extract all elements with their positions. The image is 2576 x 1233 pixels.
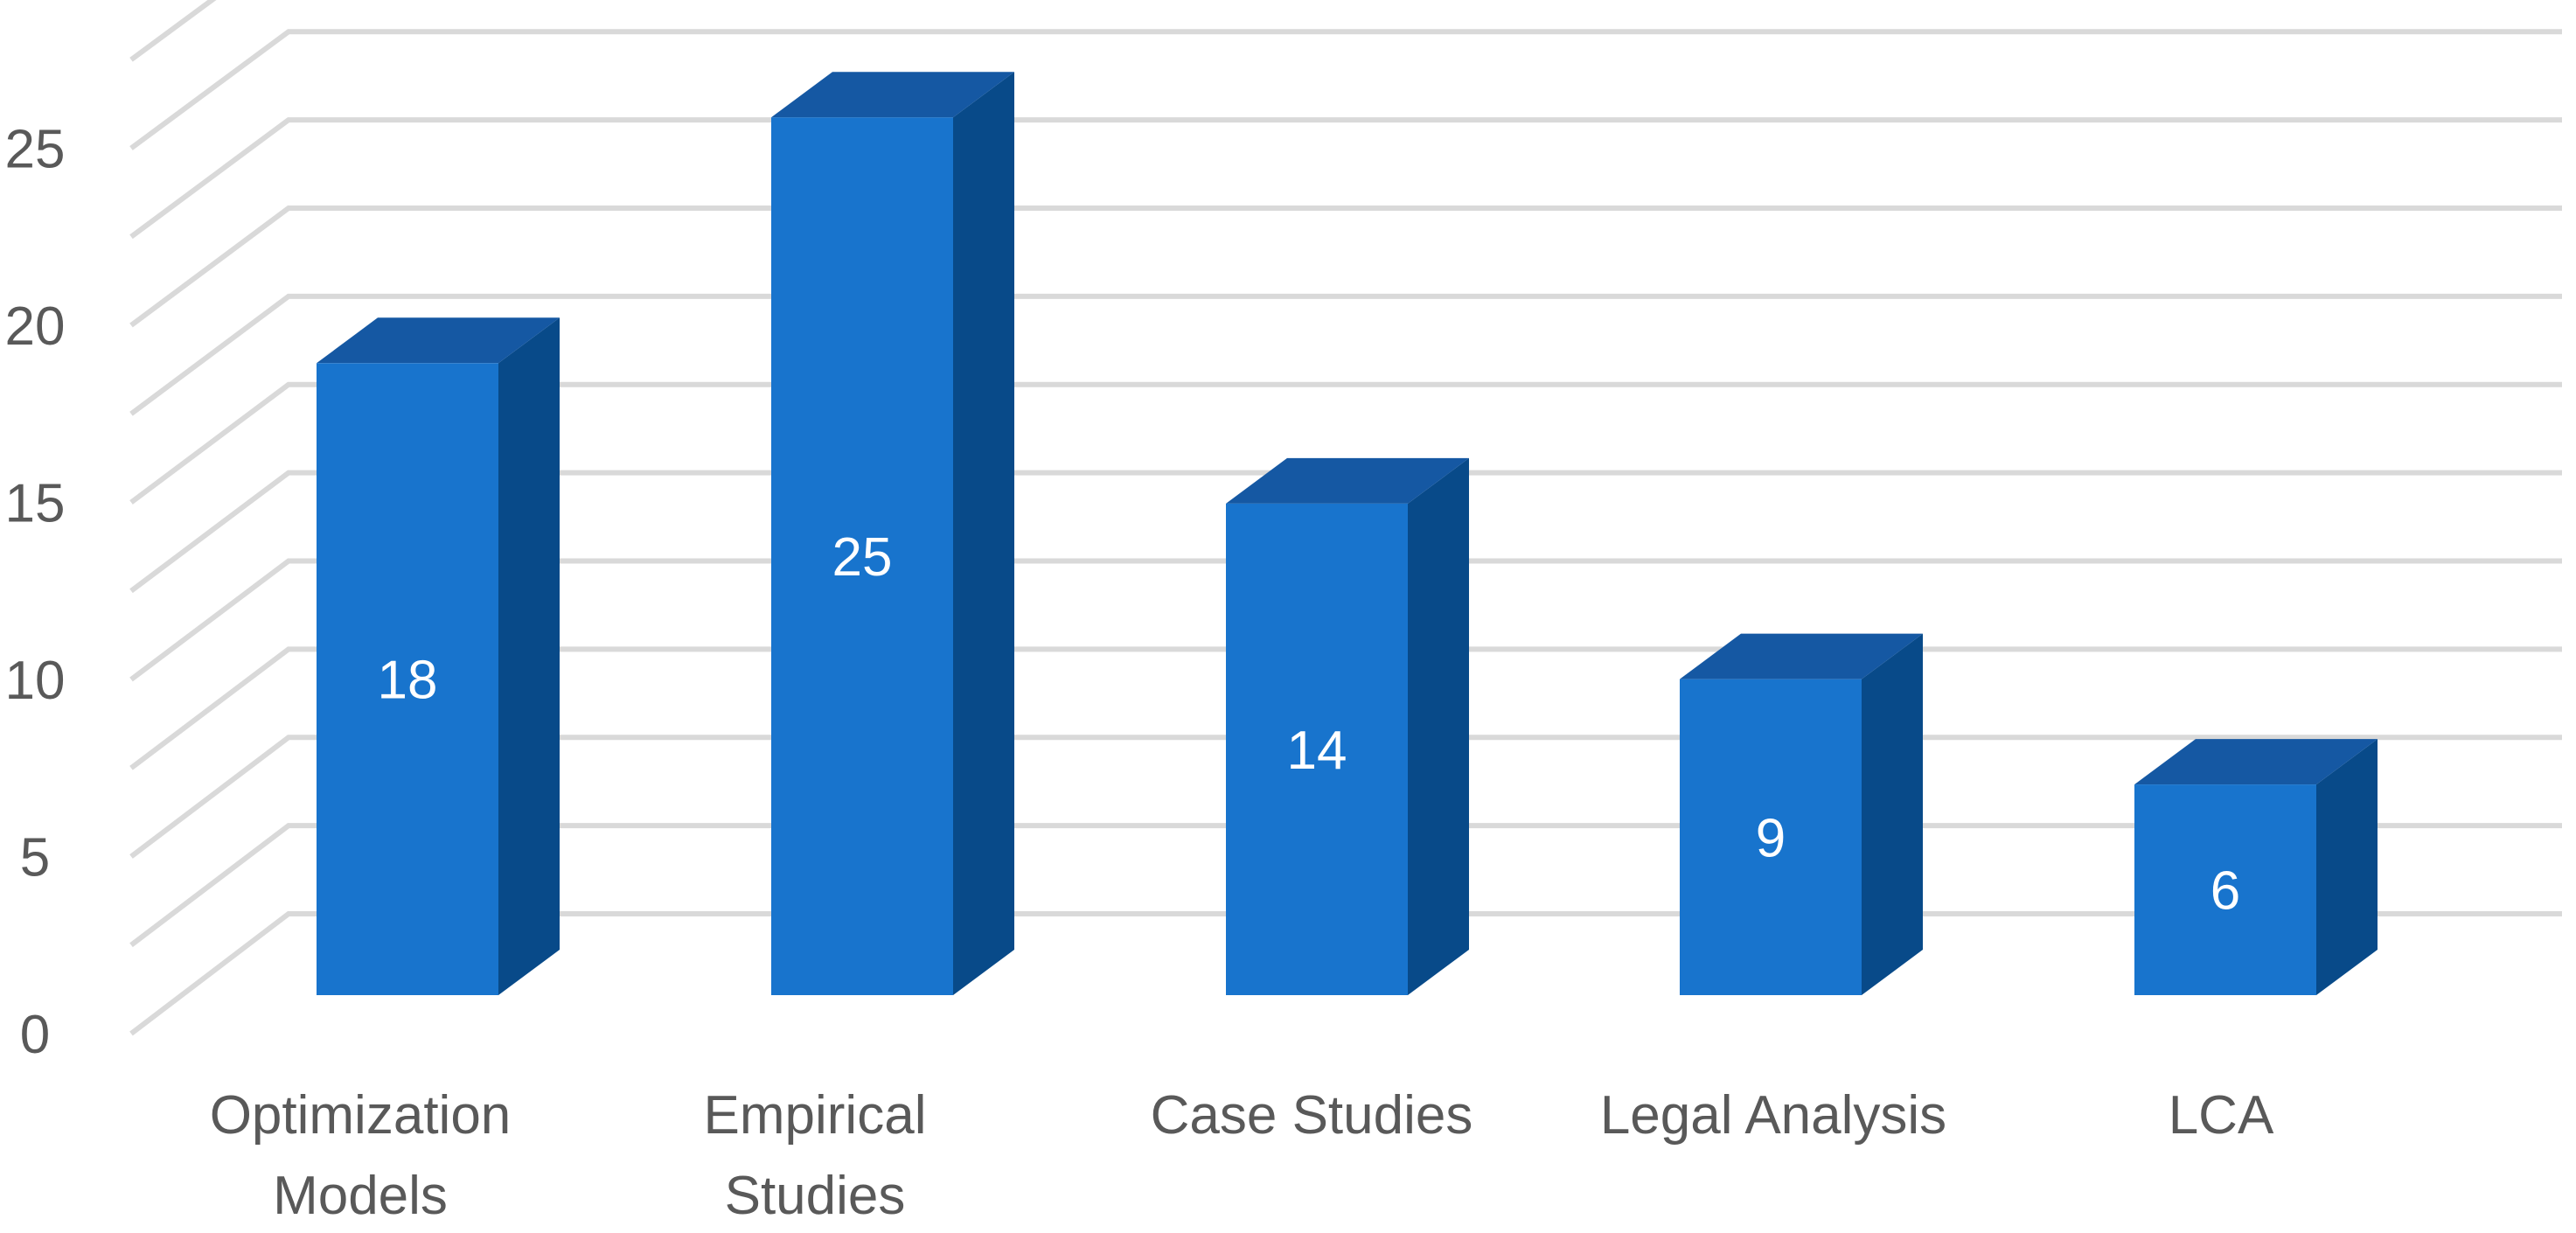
y-axis-ticks: 0 5 10 15 20 25 bbox=[5, 120, 66, 1066]
bar-top bbox=[317, 317, 560, 364]
x-category-label: Case Studies bbox=[1151, 1085, 1473, 1146]
x-category-line: Studies bbox=[725, 1166, 906, 1226]
x-category-line: Legal Analysis bbox=[1600, 1085, 1946, 1146]
bar-0: 18 bbox=[317, 317, 560, 995]
y-tick-label: 5 bbox=[20, 828, 50, 888]
bar-top bbox=[771, 72, 1014, 118]
bar-side bbox=[1408, 457, 1469, 995]
y-tick-label: 0 bbox=[20, 1005, 50, 1065]
gridline bbox=[129, 206, 2562, 328]
x-category-line: Optimization bbox=[210, 1085, 512, 1146]
data-label: 9 bbox=[1756, 808, 1786, 868]
bar-front bbox=[771, 117, 953, 995]
gridline bbox=[129, 470, 2562, 594]
bar-top bbox=[1680, 633, 1923, 679]
bars: 18 25 14 9 6 bbox=[317, 72, 2378, 995]
x-category-line: Case Studies bbox=[1151, 1085, 1473, 1146]
x-category-label: LCA bbox=[2169, 1085, 2274, 1146]
y-tick-label: 15 bbox=[5, 474, 66, 534]
bar-front bbox=[1226, 503, 1408, 995]
y-tick-label: 25 bbox=[5, 120, 66, 180]
data-label: 6 bbox=[2210, 861, 2240, 922]
x-category-line: LCA bbox=[2169, 1085, 2274, 1146]
x-category-line: Models bbox=[273, 1166, 448, 1226]
x-category-label: Legal Analysis bbox=[1600, 1085, 1946, 1146]
bar-front bbox=[1680, 679, 1862, 995]
data-label: 14 bbox=[1287, 721, 1347, 781]
bar-top bbox=[2134, 739, 2378, 785]
bar-front bbox=[317, 363, 498, 995]
bar-top bbox=[1226, 457, 1469, 504]
bar-4: 6 bbox=[2134, 739, 2378, 995]
gridline bbox=[129, 0, 217, 62]
y-tick-label: 10 bbox=[5, 651, 66, 711]
x-category-label: Empirical Studies bbox=[704, 1085, 927, 1226]
y-tick-label: 20 bbox=[5, 296, 66, 357]
data-label: 25 bbox=[832, 527, 893, 588]
gridlines bbox=[129, 0, 2562, 1036]
gridline bbox=[129, 293, 2562, 416]
bar-side bbox=[953, 72, 1014, 995]
gridline bbox=[129, 117, 2562, 240]
x-category-line: Empirical bbox=[704, 1085, 927, 1146]
bar-front bbox=[2134, 784, 2316, 995]
gridline bbox=[129, 381, 2562, 505]
bar-side bbox=[1862, 633, 1923, 995]
x-axis-categories: Optimization Models Empirical Studies Case S… bbox=[210, 1085, 2274, 1226]
bar-side bbox=[498, 317, 560, 995]
bar-side bbox=[2316, 739, 2378, 995]
bar-3: 9 bbox=[1680, 633, 1923, 995]
bar-1: 25 bbox=[771, 72, 1014, 995]
x-category-label: Optimization Models bbox=[210, 1085, 512, 1226]
gridline bbox=[129, 29, 2562, 150]
bar-2: 14 bbox=[1226, 457, 1469, 995]
data-label: 18 bbox=[378, 651, 438, 711]
gridline bbox=[129, 558, 2562, 682]
